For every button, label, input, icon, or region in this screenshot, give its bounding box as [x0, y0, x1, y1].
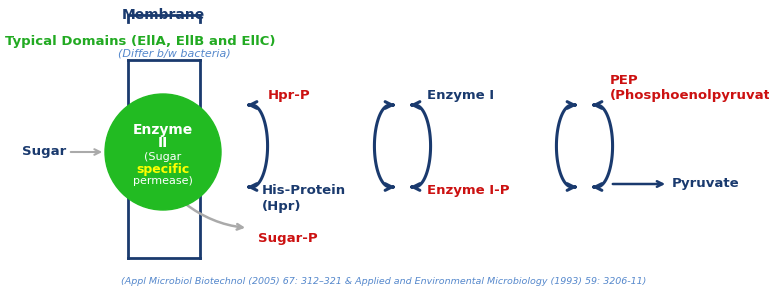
- Text: PEP
(Phosphoenolpyruvate): PEP (Phosphoenolpyruvate): [610, 74, 769, 102]
- Text: Enzyme I-P: Enzyme I-P: [427, 184, 510, 197]
- Text: (Sugar: (Sugar: [145, 152, 181, 162]
- Text: Hpr-P: Hpr-P: [268, 89, 311, 102]
- Text: His-Protein
(Hpr): His-Protein (Hpr): [262, 184, 346, 213]
- Circle shape: [105, 94, 221, 210]
- Text: II: II: [158, 136, 168, 150]
- Text: Membrane: Membrane: [122, 8, 205, 22]
- Text: specific: specific: [136, 163, 190, 176]
- Text: Enzyme: Enzyme: [133, 123, 193, 137]
- Text: (Appl Microbiol Biotechnol (2005) 67: 312–321 & Applied and Environmental Microb: (Appl Microbiol Biotechnol (2005) 67: 31…: [122, 277, 647, 286]
- Text: Pyruvate: Pyruvate: [672, 178, 740, 190]
- Text: Typical Domains (EllA, EllB and EllC): Typical Domains (EllA, EllB and EllC): [5, 35, 275, 48]
- Text: Sugar: Sugar: [22, 146, 66, 158]
- Text: permease): permease): [133, 176, 193, 186]
- Text: Sugar-P: Sugar-P: [258, 232, 318, 245]
- Text: Enzyme I: Enzyme I: [427, 89, 494, 102]
- Text: (Differ b/w bacteria): (Differ b/w bacteria): [118, 49, 231, 59]
